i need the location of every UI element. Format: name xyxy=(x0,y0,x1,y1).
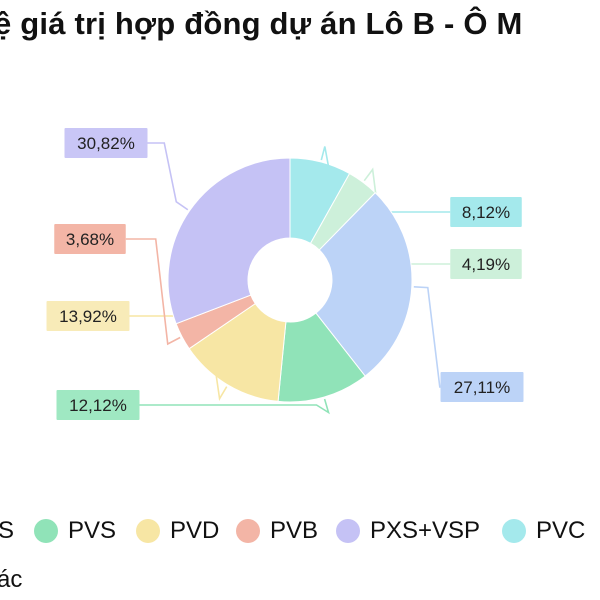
legend-item-pvd[interactable]: PVD xyxy=(136,514,219,548)
data-label-text: 8,12% xyxy=(462,203,510,222)
donut-slice-pvd[interactable] xyxy=(188,302,287,402)
legend-item-pvs[interactable]: PVS xyxy=(34,514,116,548)
legend-item-pxs-vsp[interactable]: PXS+VSP xyxy=(336,514,480,548)
data-label-box xyxy=(450,249,522,279)
legend-label: PXS+VSP xyxy=(370,517,481,544)
legend-swatch xyxy=(336,519,360,543)
leader-line xyxy=(320,146,451,213)
data-label-text: 12,12% xyxy=(69,396,127,415)
legend-label: PVC xyxy=(536,517,586,544)
data-label-text: 30,82% xyxy=(77,134,135,153)
data-label-box xyxy=(64,128,148,158)
data-label-box xyxy=(56,390,140,420)
chart-title: ệ giá trị hợp đồng dự án Lô B - Ô M xyxy=(0,6,523,41)
data-label: 4,19% xyxy=(450,249,522,279)
leader-line xyxy=(125,238,181,346)
data-label-text: 3,68% xyxy=(66,230,114,249)
leader-line xyxy=(139,398,330,415)
legend-label: PVB xyxy=(270,517,319,544)
data-label-box xyxy=(450,197,522,227)
data-label-text: 4,19% xyxy=(462,255,510,274)
legend-label: PVD xyxy=(170,517,220,544)
legend-swatch xyxy=(34,519,58,543)
data-label-box xyxy=(46,301,130,331)
chart-legend: S PVS PVD PVB PXS+VSP PVC xyxy=(0,514,600,548)
legend-label: PVS xyxy=(68,517,117,544)
donut-slice-pvs[interactable] xyxy=(277,312,366,403)
data-label-box xyxy=(54,224,126,254)
legend-label: S xyxy=(0,517,15,544)
legend-swatch xyxy=(502,519,526,543)
data-label: 30,82% xyxy=(64,128,148,158)
data-label: 27,11% xyxy=(440,372,524,402)
leader-line xyxy=(413,286,441,388)
legend-item-pvb[interactable]: PVB xyxy=(236,514,318,548)
data-label-text: 13,92% xyxy=(59,307,117,326)
data-label: 12,12% xyxy=(56,390,140,420)
legend-item-partial-2[interactable]: ác xyxy=(0,566,23,593)
data-label: 3,68% xyxy=(54,224,126,254)
data-label-text: 27,11% xyxy=(454,378,510,397)
leader-line xyxy=(129,315,228,402)
donut-slice-pxs-vsp[interactable] xyxy=(167,157,291,325)
legend-swatch xyxy=(136,519,160,543)
donut-slice-2[interactable] xyxy=(315,192,413,377)
data-label: 8,12% xyxy=(450,197,522,227)
data-label: 13,92% xyxy=(46,301,130,331)
legend-item-partial[interactable]: S xyxy=(0,514,14,548)
data-label-box xyxy=(440,372,524,402)
leader-line xyxy=(147,142,189,211)
legend-swatch xyxy=(236,519,260,543)
legend-item-pvc[interactable]: PVC xyxy=(502,514,585,548)
